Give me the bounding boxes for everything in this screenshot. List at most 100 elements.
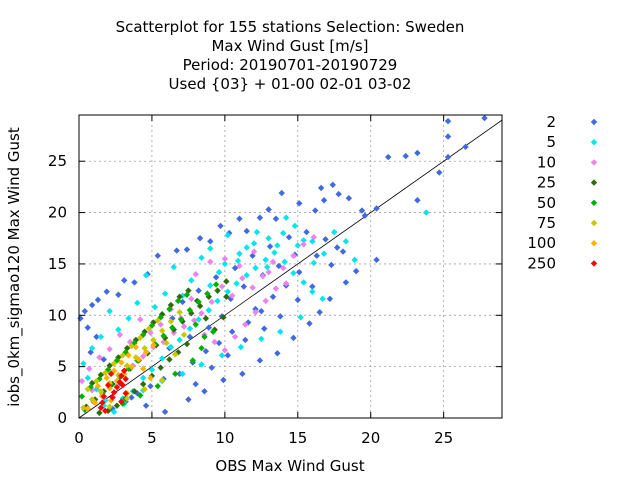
scatter-point-10 — [86, 365, 93, 372]
scatter-point-25 — [183, 340, 191, 348]
scatter-point-75 — [128, 342, 135, 350]
scatter-point-250 — [109, 394, 116, 401]
scatter-point-2 — [161, 408, 169, 416]
scatter-point-25 — [223, 278, 230, 285]
scatter-point-2 — [345, 194, 353, 202]
scatter-point-2 — [285, 234, 293, 241]
scatter-point-2 — [444, 133, 452, 140]
scatter-point-100 — [147, 374, 154, 382]
scatter-point-5 — [243, 244, 250, 251]
scatter-point-5 — [277, 328, 284, 335]
legend-marker — [590, 260, 598, 267]
scatter-point-25 — [196, 302, 204, 310]
scatter-point-2 — [326, 295, 334, 303]
scatter-point-5 — [106, 307, 113, 315]
scatter-point-5 — [161, 290, 169, 297]
scatter-point-10 — [300, 241, 307, 248]
scatter-point-5 — [320, 250, 328, 257]
scatter-point-5 — [218, 352, 226, 359]
scatter-point-10 — [137, 316, 144, 323]
scatter-point-5 — [252, 264, 259, 272]
scatter-point-250 — [100, 393, 107, 400]
legend-marker — [590, 139, 598, 146]
y-axis-label: iobs_0km_sigmao120 Max Wind Gust — [5, 127, 24, 407]
scatter-point-5 — [291, 222, 299, 230]
scatter-point-25 — [220, 314, 227, 321]
legend-marker — [590, 118, 598, 126]
scatter-point-10 — [228, 292, 236, 299]
plot-frame — [78, 114, 503, 419]
scatter-point-10 — [259, 273, 266, 280]
scatter-point-50 — [96, 375, 103, 383]
scatter-point-50 — [204, 290, 211, 297]
scatter-point-2 — [217, 222, 224, 230]
legend-label: 250 — [527, 254, 556, 272]
scatter-point-250 — [99, 399, 106, 406]
scatter-point-100 — [142, 349, 150, 356]
scatter-point-10 — [282, 280, 290, 287]
scatter-point-10 — [249, 284, 256, 291]
scatter-point-5 — [331, 228, 338, 236]
scatter-point-75 — [176, 309, 183, 316]
scatter-point-75 — [172, 351, 179, 358]
scatter-point-100 — [135, 356, 143, 363]
scatter-point-25 — [223, 293, 230, 300]
scatter-point-2 — [154, 252, 161, 259]
scatter-point-2 — [121, 277, 128, 284]
scatter-point-2 — [265, 206, 272, 213]
scatter-point-2 — [444, 153, 452, 161]
title-line-4: Used {03} + 01-00 02-01 03-02 — [169, 75, 412, 93]
scatter-point-25 — [166, 356, 173, 363]
scatter-point-5 — [134, 299, 141, 307]
scatter-point-50 — [160, 332, 167, 340]
scatter-point-2 — [147, 382, 154, 390]
scatter-point-10 — [272, 285, 280, 292]
scatter-point-100 — [118, 359, 125, 366]
scatter-point-2 — [100, 356, 107, 363]
scatter-point-100 — [132, 343, 140, 351]
scatter-point-2 — [131, 279, 138, 286]
scatter-point-2 — [183, 246, 191, 253]
legend-marker — [590, 219, 598, 227]
scatter-point-2 — [329, 181, 336, 189]
scatter-point-2 — [128, 394, 135, 401]
scatter-point-10 — [252, 309, 259, 316]
scatter-point-2 — [294, 296, 301, 304]
scatter-point-50 — [186, 306, 194, 314]
grid-lines — [79, 115, 502, 418]
scatter-point-10 — [78, 377, 86, 385]
scatter-point-5 — [297, 314, 304, 321]
scatter-point-50 — [78, 393, 86, 400]
scatter-point-250 — [122, 390, 129, 397]
scatter-point-2 — [195, 287, 202, 294]
scatter-point-10 — [265, 268, 272, 276]
scatter-point-10 — [208, 298, 215, 306]
scatter-point-75 — [110, 360, 118, 367]
y-tick-label: 20 — [48, 204, 67, 222]
scatter-point-5 — [309, 288, 316, 295]
scatter-point-50 — [195, 298, 202, 306]
scatter-point-75 — [145, 325, 153, 332]
scatter-point-50 — [154, 382, 161, 390]
scatter-point-50 — [212, 281, 220, 288]
scatter-point-5 — [294, 242, 301, 249]
scatter-point-2 — [186, 333, 194, 341]
scatter-point-50 — [183, 291, 191, 298]
scatter-point-50 — [189, 357, 196, 364]
legend-marker — [590, 240, 598, 247]
scatter-point-2 — [385, 153, 392, 161]
scatter-point-2 — [296, 268, 303, 276]
legend-marker — [590, 159, 598, 166]
scatter-point-50 — [169, 324, 176, 331]
scatter-point-50 — [137, 392, 144, 399]
scatter-point-2 — [373, 256, 380, 264]
scatter-point-5 — [188, 277, 195, 284]
y-tick-label: 10 — [48, 306, 67, 324]
scatter-point-2 — [196, 235, 204, 242]
scatter-point-50 — [192, 321, 199, 328]
scatter-point-10 — [236, 262, 243, 270]
scatter-point-5 — [282, 214, 290, 221]
scatter-point-2 — [201, 388, 208, 395]
scatter-point-75 — [137, 334, 144, 342]
